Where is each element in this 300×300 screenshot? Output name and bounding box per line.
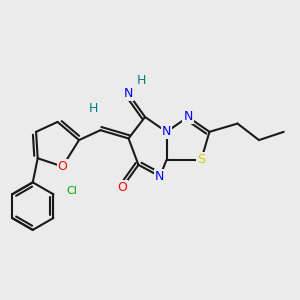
Text: N: N xyxy=(162,125,171,138)
Text: O: O xyxy=(58,160,68,173)
Text: H: H xyxy=(137,74,146,87)
Text: N: N xyxy=(124,87,133,101)
Text: N: N xyxy=(155,170,165,183)
Text: N: N xyxy=(183,110,193,124)
Text: S: S xyxy=(197,153,205,167)
Text: Cl: Cl xyxy=(66,186,77,196)
Text: O: O xyxy=(117,182,127,194)
Text: H: H xyxy=(89,102,98,115)
